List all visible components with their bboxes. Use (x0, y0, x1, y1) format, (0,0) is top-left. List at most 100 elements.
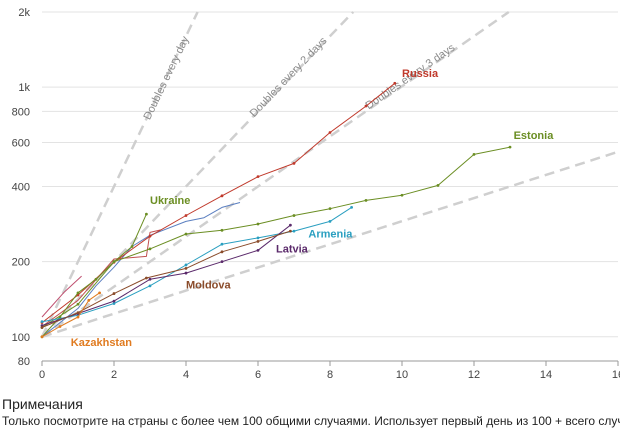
series-label-latvia: Latvia (276, 243, 309, 255)
x-tick-label-6: 6 (255, 369, 261, 381)
point-estonia-8 (328, 207, 332, 211)
series-label-estonia: Estonia (514, 130, 555, 142)
point-estonia-1 (76, 302, 80, 306)
point-ukraine-5 (130, 245, 134, 248)
point-armenia-8 (328, 219, 332, 223)
point-latvia-6 (256, 248, 260, 252)
point-moldova-5 (220, 250, 224, 254)
point-russia-9 (364, 104, 368, 108)
x-tick-label-2: 2 (111, 369, 117, 381)
reference-line-3 (41, 10, 510, 338)
point-kazakhstan-2 (76, 315, 80, 319)
point-ukraine-2 (76, 291, 80, 295)
point-ukraine-6 (145, 212, 148, 216)
point-kazakhstan-3 (87, 298, 91, 302)
point-latvia-3 (148, 277, 152, 281)
point-estonia-9 (364, 198, 368, 202)
series-line-armenia[interactable] (41, 206, 352, 323)
point-armenia-0 (40, 320, 44, 324)
point-moldova-7 (289, 229, 292, 233)
y-tick-label-80: 80 (18, 356, 30, 368)
point-estonia-7 (292, 214, 296, 217)
point-russia-7 (292, 161, 296, 165)
x-tick-label-16: 16 (612, 369, 620, 381)
point-moldova-1 (76, 311, 80, 315)
point-ukraine-4 (112, 260, 116, 264)
series-label-kazakhstan: Kazakhstan (71, 337, 132, 349)
point-moldova-4 (184, 266, 188, 270)
point-moldova-6 (256, 240, 260, 243)
grid-lines (42, 11, 618, 362)
reference-line-label-1: Doubles every day (142, 34, 192, 122)
point-moldova-2 (112, 292, 116, 295)
point-russia-6 (256, 175, 260, 179)
point-latvia-0 (40, 324, 44, 327)
point-armenia-3 (148, 284, 152, 288)
y-tick-label-600: 600 (12, 138, 30, 150)
point-kazakhstan-4 (98, 291, 101, 295)
chart-area: 80 100 200 400 600 800 1k 2k 0 2 4 6 8 10 12 14 16 Doub… (12, 7, 620, 381)
series-label-moldova: Moldova (186, 280, 231, 292)
x-tick-label-0: 0 (39, 369, 45, 381)
point-estonia-4 (184, 232, 188, 236)
y-tick-label-400: 400 (12, 182, 30, 194)
reference-line-1 (40, 11, 199, 338)
point-russia-4 (184, 214, 188, 217)
unlabeled-series (41, 202, 241, 338)
series-line-estonia[interactable] (41, 146, 511, 328)
point-armenia-9 (350, 205, 353, 209)
x-tick-label-12: 12 (468, 369, 480, 381)
extra-series-line-2 (41, 229, 161, 327)
y-tick-label-100: 100 (12, 332, 30, 344)
point-moldova-0 (40, 326, 44, 329)
series-label-russia: Russia (402, 68, 439, 80)
notes-section: Примечания Только посмотрите на страны с… (2, 396, 620, 428)
series-label-armenia: Armenia (308, 228, 353, 240)
notes-title: Примечания (2, 396, 83, 412)
extra-series-line-3 (41, 275, 82, 318)
point-kazakhstan-1 (58, 325, 62, 328)
point-latvia-4 (184, 271, 188, 275)
point-russia-10 (393, 81, 397, 85)
point-russia-3 (148, 234, 152, 238)
y-tick-label-800: 800 (12, 106, 30, 118)
point-kazakhstan-0 (40, 335, 44, 339)
point-russia-5 (220, 194, 224, 198)
point-estonia-6 (256, 222, 260, 226)
point-armenia-6 (256, 236, 260, 240)
series-lines[interactable] (40, 81, 512, 339)
point-moldova-3 (145, 276, 148, 280)
y-tick-label-1k: 1k (18, 82, 30, 94)
reference-lines: Doubles every day Doubles every 2 days Dou… (40, 10, 619, 338)
point-estonia-10 (400, 193, 404, 197)
series-line-moldova[interactable] (41, 230, 291, 328)
reference-line-4 (41, 150, 619, 338)
point-latvia-7 (289, 223, 292, 227)
y-axis-labels: 80 100 200 400 600 800 1k 2k (12, 7, 31, 368)
point-estonia-11 (436, 184, 440, 187)
notes-text: Только посмотрите на страны с более чем … (2, 414, 620, 428)
reference-line-2 (41, 11, 355, 338)
extra-series-line-1 (41, 202, 241, 338)
point-armenia-5 (220, 242, 224, 246)
x-tick-label-8: 8 (327, 369, 333, 381)
point-ukraine-3 (94, 277, 98, 281)
x-tick-label-4: 4 (183, 369, 189, 381)
reference-line-label-2: Doubles every 2 days (248, 35, 330, 120)
point-estonia-12 (472, 152, 476, 156)
point-russia-8 (328, 131, 332, 134)
point-ukraine-1 (58, 315, 62, 319)
point-latvia-5 (220, 260, 224, 264)
point-armenia-7 (292, 229, 296, 233)
series-line-latvia[interactable] (41, 224, 291, 326)
series-labels: Russia Estonia Ukraine Armenia Latvia Moldova… (71, 68, 554, 349)
y-tick-label-2k: 2k (18, 7, 30, 19)
point-armenia-4 (184, 263, 188, 267)
x-tick-label-14: 14 (540, 369, 552, 381)
point-armenia-2 (112, 302, 116, 305)
point-estonia-5 (220, 228, 224, 232)
x-axis: 0 2 4 6 8 10 12 14 16 (39, 360, 620, 381)
point-latvia-2 (112, 299, 116, 303)
x-tick-label-10: 10 (396, 369, 408, 381)
point-estonia-3 (148, 247, 152, 251)
